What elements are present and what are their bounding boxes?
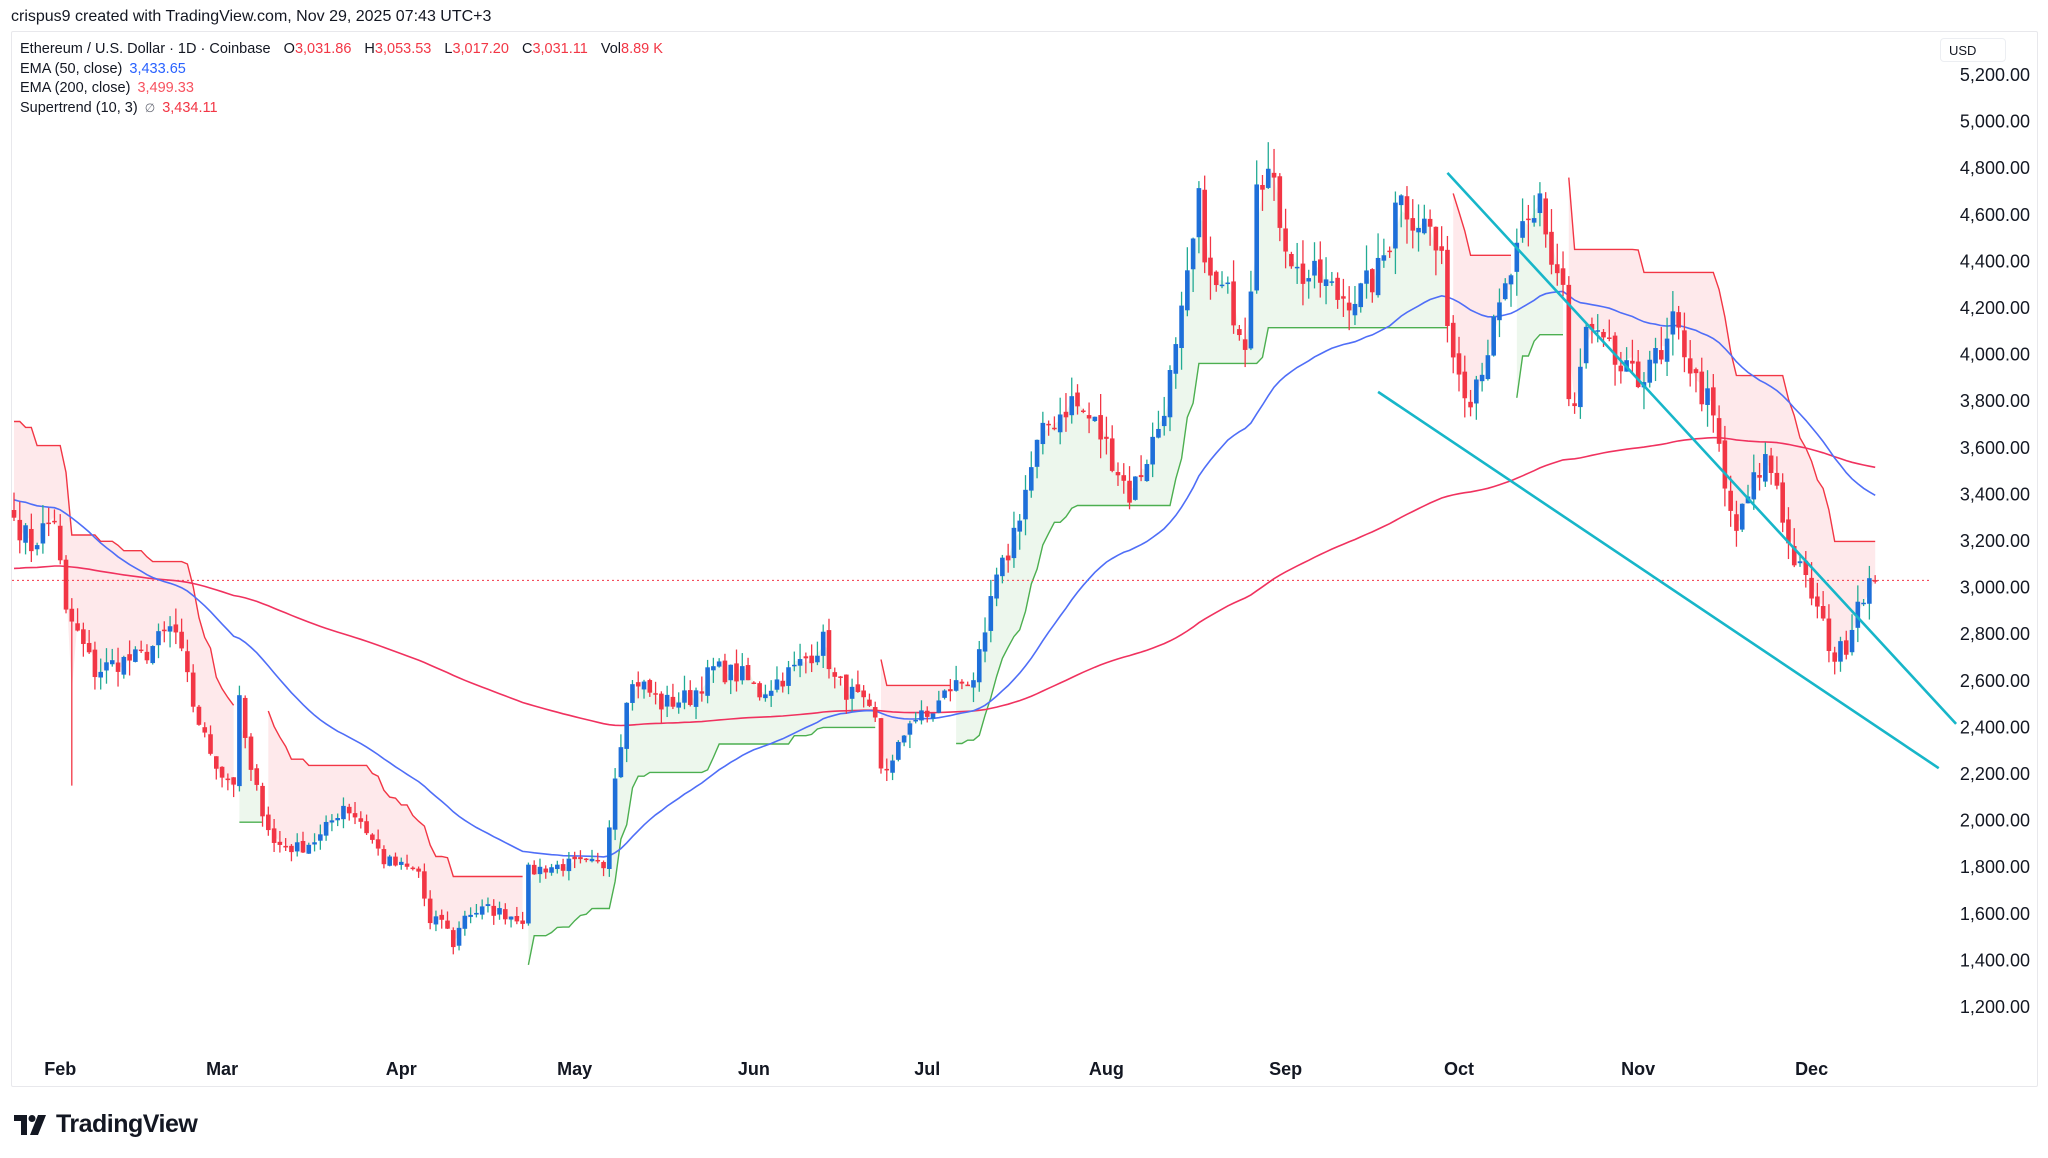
volume-label: Vol — [600, 41, 622, 57]
legend-symbol-row[interactable]: Ethereum / U.S. Dollar · 1D · Coinbase O… — [20, 40, 663, 60]
price-tick-label: 3,600.00 — [1960, 438, 2030, 458]
tradingview-logo-icon — [14, 1114, 46, 1135]
time-tick-label: Nov — [1621, 1059, 1655, 1079]
ema50-value: 3,433.65 — [129, 60, 186, 77]
supertrend-value: 3,434.11 — [162, 99, 218, 116]
close-label: C — [521, 41, 533, 57]
price-tick-label: 4,800.00 — [1960, 158, 2030, 178]
time-axis[interactable]: Feb Mar Apr May Jun Jul Aug Sep Oct Nov Dec — [44, 1059, 1828, 1079]
chart-credit: crispus9 created with TradingView.com, N… — [11, 8, 492, 25]
supertrend-line — [14, 177, 1876, 966]
price-tick-label: 3,400.00 — [1960, 484, 2030, 504]
legend-supertrend-row[interactable]: Supertrend (10, 3) ∅ 3,434.11 — [20, 99, 663, 119]
tradingview-logo[interactable]: TradingView — [14, 1110, 198, 1139]
price-tick-label: 1,200.00 — [1960, 997, 2030, 1017]
time-tick-label: Oct — [1444, 1059, 1474, 1079]
price-tick-label: 2,200.00 — [1960, 764, 2030, 784]
price-tick-label: 4,400.00 — [1960, 251, 2030, 271]
close-value: 3,031.11 — [532, 41, 588, 57]
chart-legend: Ethereum / U.S. Dollar · 1D · Coinbase O… — [20, 40, 663, 118]
price-axis[interactable]: 5,200.00 5,000.00 4,800.00 4,600.00 4,400.00… — [1960, 65, 2030, 1017]
time-tick-label: Feb — [44, 1059, 76, 1079]
hidden-value-icon: ∅ — [144, 100, 156, 115]
price-tick-label: 5,000.00 — [1960, 112, 2030, 132]
ema50-label: EMA (50, close) — [20, 60, 123, 77]
open-label: O — [283, 41, 295, 57]
time-tick-label: Jul — [914, 1059, 940, 1079]
price-tick-label: 3,200.00 — [1960, 531, 2030, 551]
price-tick-label: 4,600.00 — [1960, 205, 2030, 225]
legend-ema200-row[interactable]: EMA (200, close) 3,499.33 — [20, 79, 663, 99]
chart-frame — [11, 31, 2038, 1087]
volume-value: 8.89 K — [621, 41, 663, 57]
time-tick-label: Jun — [738, 1059, 770, 1079]
tradingview-logo-text: TradingView — [56, 1110, 198, 1138]
price-tick-label: 2,400.00 — [1960, 717, 2030, 737]
falling-wedge-lines[interactable] — [1377, 171, 1958, 770]
falling-wedge-lower-line[interactable] — [1377, 390, 1940, 770]
supertrend-label: Supertrend (10, 3) — [20, 99, 138, 116]
price-tick-label: 2,600.00 — [1960, 671, 2030, 691]
high-value: 3,053.53 — [374, 41, 432, 57]
time-tick-label: Mar — [206, 1059, 238, 1079]
falling-wedge-upper-line[interactable] — [1446, 171, 1958, 725]
ema200-value: 3,499.33 — [137, 80, 194, 96]
symbol-title: Ethereum / U.S. Dollar · 1D · Coinbase — [20, 41, 271, 57]
high-label: H — [364, 41, 375, 57]
ema200-label: EMA (200, close) — [20, 80, 131, 96]
price-tick-label: 4,200.00 — [1960, 298, 2030, 318]
time-tick-label: Aug — [1089, 1059, 1124, 1079]
time-tick-label: Sep — [1269, 1059, 1302, 1079]
price-tick-label: 5,200.00 — [1960, 65, 2030, 85]
ema50-line — [13, 290, 1876, 858]
currency-label[interactable]: USD — [1940, 38, 2006, 62]
time-tick-label: Dec — [1795, 1059, 1828, 1079]
time-tick-label: Apr — [386, 1059, 417, 1079]
low-label: L — [444, 41, 453, 57]
price-tick-label: 2,000.00 — [1960, 811, 2030, 831]
price-tick-label: 3,800.00 — [1960, 391, 2030, 411]
price-tick-label: 2,800.00 — [1960, 624, 2030, 644]
legend-ema50-row[interactable]: EMA (50, close) 3,433.65 — [20, 60, 663, 80]
candlesticks — [11, 142, 1878, 955]
price-tick-label: 4,000.00 — [1960, 345, 2030, 365]
ema200-line — [13, 436, 1876, 727]
price-tick-label: 1,600.00 — [1960, 904, 2030, 924]
supertrend-fill — [14, 165, 1876, 965]
price-tick-label: 1,400.00 — [1960, 950, 2030, 970]
open-value: 3,031.86 — [294, 41, 352, 57]
price-tick-label: 3,000.00 — [1960, 578, 2030, 598]
time-tick-label: May — [557, 1059, 592, 1079]
price-tick-label: 1,800.00 — [1960, 857, 2030, 877]
low-value: 3,017.20 — [452, 41, 509, 57]
